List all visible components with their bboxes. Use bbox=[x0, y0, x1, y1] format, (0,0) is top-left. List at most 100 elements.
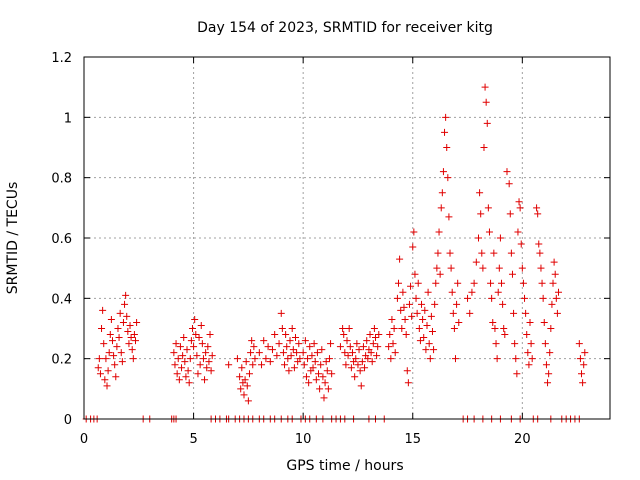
data-point bbox=[133, 318, 141, 326]
data-point bbox=[435, 228, 443, 236]
data-point bbox=[306, 343, 314, 351]
data-point bbox=[581, 349, 589, 357]
data-point bbox=[118, 358, 126, 366]
data-point bbox=[285, 367, 293, 375]
data-point bbox=[250, 343, 258, 351]
data-point bbox=[186, 355, 194, 363]
data-point bbox=[375, 331, 383, 339]
data-point bbox=[366, 331, 374, 339]
data-point bbox=[441, 128, 449, 136]
data-point bbox=[538, 279, 546, 287]
data-point bbox=[305, 379, 313, 387]
data-point bbox=[180, 334, 188, 342]
data-point bbox=[485, 228, 493, 236]
data-point bbox=[494, 288, 502, 296]
data-point bbox=[476, 189, 484, 197]
data-point bbox=[284, 355, 292, 363]
data-point bbox=[514, 228, 522, 236]
data-point bbox=[345, 325, 353, 332]
x-tick-label: 0 bbox=[80, 432, 88, 447]
data-point bbox=[172, 340, 180, 348]
data-point bbox=[251, 355, 259, 363]
data-point bbox=[199, 355, 207, 363]
data-point bbox=[325, 355, 333, 363]
data-point bbox=[477, 210, 485, 218]
data-point bbox=[478, 249, 486, 257]
data-point bbox=[339, 325, 347, 332]
data-point bbox=[503, 168, 511, 176]
data-point bbox=[501, 331, 509, 339]
data-point bbox=[353, 340, 361, 348]
data-point bbox=[300, 361, 308, 369]
data-point bbox=[507, 249, 515, 257]
data-point bbox=[576, 355, 584, 363]
data-point bbox=[410, 228, 418, 236]
data-point bbox=[95, 355, 103, 363]
data-point bbox=[359, 343, 367, 351]
data-point bbox=[367, 349, 375, 357]
data-point bbox=[499, 300, 507, 308]
data-point bbox=[119, 318, 127, 326]
data-point bbox=[371, 334, 379, 342]
x-axis-label: GPS time / hours bbox=[286, 458, 403, 474]
data-point bbox=[420, 334, 428, 342]
y-tick-label: 0.4 bbox=[51, 292, 72, 307]
y-tick-label: 0.2 bbox=[51, 353, 72, 368]
data-point bbox=[179, 352, 187, 360]
data-point bbox=[528, 355, 536, 363]
data-point bbox=[262, 355, 270, 363]
data-point bbox=[419, 315, 427, 323]
data-point bbox=[524, 349, 532, 357]
data-point bbox=[281, 361, 289, 369]
data-point bbox=[403, 367, 411, 375]
data-point bbox=[322, 358, 330, 366]
data-point bbox=[455, 318, 463, 326]
data-point bbox=[357, 382, 365, 390]
data-point bbox=[174, 355, 182, 363]
data-point bbox=[544, 379, 552, 387]
data-point bbox=[100, 340, 108, 348]
data-point bbox=[320, 394, 328, 402]
data-point bbox=[522, 309, 530, 317]
data-point bbox=[309, 364, 317, 372]
data-point bbox=[483, 119, 491, 127]
x-tick-label: 20 bbox=[514, 432, 531, 447]
data-point bbox=[401, 315, 409, 323]
data-point bbox=[511, 340, 519, 348]
data-points bbox=[82, 83, 589, 423]
data-point bbox=[184, 367, 192, 375]
data-point bbox=[316, 385, 324, 393]
data-point bbox=[347, 364, 355, 372]
data-point bbox=[496, 234, 504, 242]
data-point bbox=[128, 346, 136, 354]
data-point bbox=[505, 180, 513, 188]
data-point bbox=[549, 279, 557, 287]
data-point bbox=[208, 352, 216, 360]
data-point bbox=[488, 294, 496, 302]
data-point bbox=[481, 83, 489, 91]
data-point bbox=[526, 318, 534, 326]
data-point bbox=[439, 168, 447, 176]
data-point bbox=[539, 294, 547, 302]
data-point bbox=[192, 331, 200, 339]
data-point bbox=[103, 382, 111, 390]
data-point bbox=[182, 373, 190, 381]
data-point bbox=[575, 340, 583, 348]
data-point bbox=[282, 331, 290, 339]
data-point bbox=[304, 355, 312, 363]
data-point bbox=[203, 364, 211, 372]
data-point bbox=[354, 361, 362, 369]
data-point bbox=[105, 349, 113, 357]
data-point bbox=[113, 343, 121, 351]
data-point bbox=[308, 352, 316, 360]
x-tick-label: 5 bbox=[189, 432, 197, 447]
data-point bbox=[454, 279, 462, 287]
data-point bbox=[170, 349, 178, 357]
data-point bbox=[99, 306, 107, 314]
y-tick-label: 0.8 bbox=[51, 172, 72, 187]
data-point bbox=[344, 352, 352, 360]
data-point bbox=[527, 340, 535, 348]
data-point bbox=[278, 325, 286, 332]
data-point bbox=[191, 315, 199, 323]
data-point bbox=[518, 264, 526, 272]
